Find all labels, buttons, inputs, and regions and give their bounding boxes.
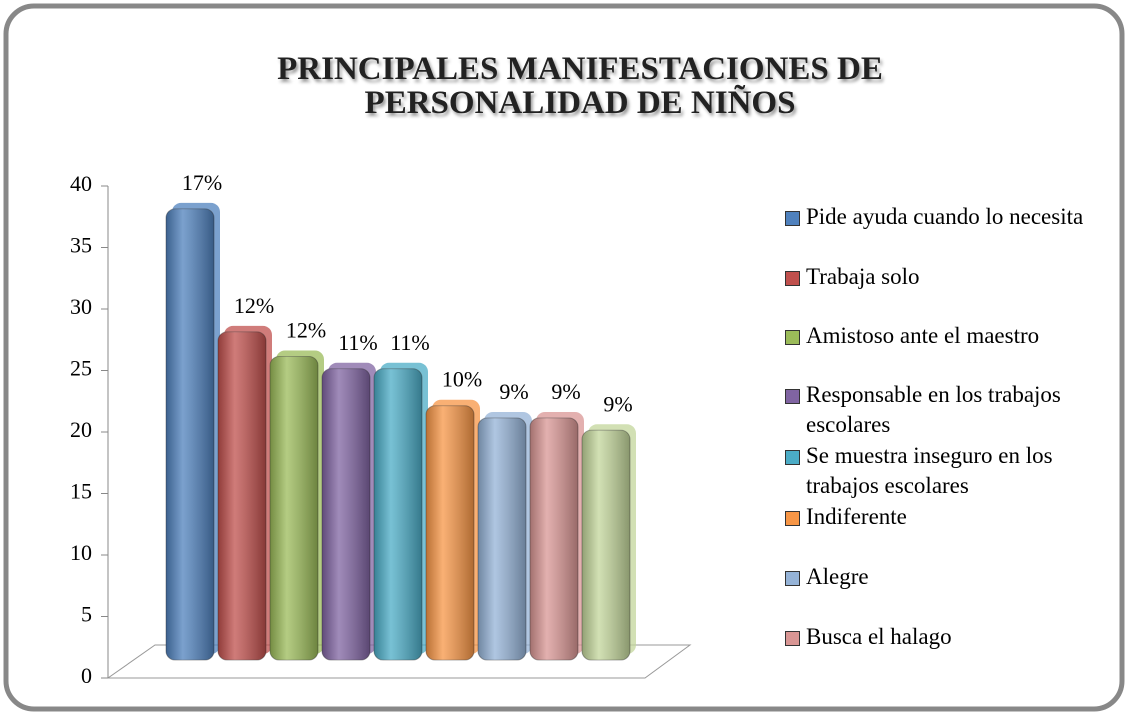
bar-shade [582, 430, 630, 660]
legend-entry: Indiferente [785, 502, 1085, 532]
bar-shade [270, 356, 318, 660]
legend-swatch [785, 571, 800, 586]
legend-label: Amistoso ante el maestro [806, 323, 1040, 348]
legend-entry: Se muestra inseguro en los trabajos esco… [785, 441, 1085, 501]
data-label: 9% [499, 379, 528, 404]
legend-label: Pide ayuda cuando lo necesita [806, 204, 1084, 229]
legend-swatch [785, 450, 800, 465]
legend-label: Responsable en los trabajos escolares [806, 382, 1061, 437]
chart-title: PRINCIPALES MANIFESTACIONES DE PERSONALI… [277, 51, 883, 121]
data-label: 17% [182, 170, 222, 195]
y-tick-label: 20 [70, 417, 92, 442]
data-label: 9% [551, 379, 580, 404]
bar-shade [478, 418, 526, 660]
bar-shade [166, 208, 214, 660]
legend-label: Busca el halago [806, 624, 952, 649]
legend-entry: Pide ayuda cuando lo necesita [785, 202, 1085, 232]
y-tick-label: 5 [81, 602, 92, 627]
y-tick-label: 15 [70, 479, 92, 504]
bar-shade [374, 368, 422, 660]
y-tick-label: 30 [70, 294, 92, 319]
legend-label: Trabaja solo [806, 264, 920, 289]
data-label: 12% [234, 293, 274, 318]
legend-label: Alegre [806, 564, 869, 589]
y-tick-label: 0 [81, 663, 92, 688]
legend-entry: Trabaja solo [785, 262, 1085, 292]
data-label: 10% [442, 367, 482, 392]
data-label: 11% [338, 330, 378, 355]
data-label: 12% [286, 318, 326, 343]
y-tick-label: 35 [70, 233, 92, 258]
bar-shade [426, 405, 474, 660]
data-label: 11% [390, 330, 430, 355]
legend-swatch [785, 330, 800, 345]
legend-entry: Busca el halago [785, 622, 1085, 652]
legend-swatch [785, 389, 800, 404]
legend-entry: Responsable en los trabajos escolares [785, 380, 1085, 440]
bar-shade [218, 331, 266, 660]
legend-label: Indiferente [806, 504, 907, 529]
legend-swatch [785, 271, 800, 286]
y-tick-label: 40 [70, 171, 92, 196]
legend-label: Se muestra inseguro en los trabajos esco… [806, 443, 1053, 498]
data-label: 9% [603, 391, 632, 416]
bar-shade [322, 368, 370, 660]
bar-shade [530, 418, 578, 660]
y-tick-label: 25 [70, 356, 92, 381]
legend-entry: Amistoso ante el maestro [785, 321, 1085, 351]
legend-swatch [785, 631, 800, 646]
legend-swatch [785, 211, 800, 226]
legend-swatch [785, 511, 800, 526]
y-tick-label: 10 [70, 540, 92, 565]
legend-entry: Alegre [785, 562, 1085, 592]
